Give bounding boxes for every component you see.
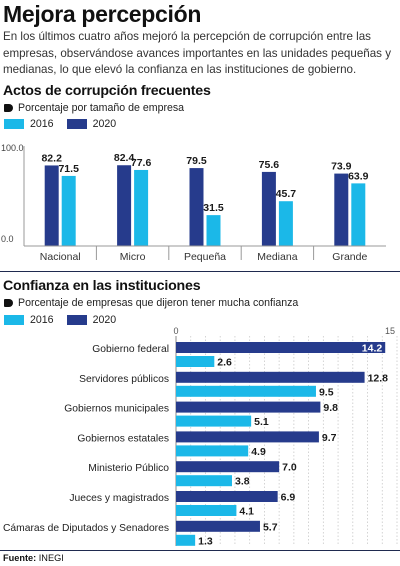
data-label-2016: 4.9 [251, 446, 266, 458]
bar-2020 [117, 165, 131, 246]
chart1-legend: 2016 2020 [4, 118, 129, 130]
category-label: Micro [120, 251, 146, 263]
bar-2020 [334, 174, 348, 246]
data-label-2016: 4.1 [239, 506, 254, 518]
chart1-title: Actos de corrupción frecuentes [3, 83, 211, 99]
data-label-2020: 5.7 [263, 521, 278, 533]
bar-2016 [176, 505, 236, 516]
data-label-2016: 5.1 [254, 416, 269, 428]
chart2-bar-chart: 0 15 Gobierno federal 14.2 2.6 Servidores púb… [0, 326, 400, 548]
data-label-2020: 14.2 [362, 343, 383, 355]
data-label-2016: 3.8 [235, 476, 250, 488]
bar-2020 [262, 172, 276, 246]
legend-label-2016: 2016 [30, 118, 54, 130]
data-label-2016: 63.9 [348, 170, 369, 182]
bar-2020 [176, 342, 385, 353]
chart2-subtitle-text: Porcentaje de empresas que dijeron tener… [18, 297, 298, 309]
bar-2020 [176, 491, 278, 502]
legend-label-2020: 2020 [93, 314, 117, 326]
x-tick-label: 15 [385, 326, 395, 336]
bar-2016 [176, 386, 316, 397]
category-label: Grande [332, 251, 367, 263]
category-label: Cámaras de Diputados y Senadores [3, 523, 169, 534]
chart2-legend: 2016 2020 [4, 314, 129, 326]
y-tick-label: 0.0 [1, 234, 14, 244]
page-title: Mejora percepción [3, 1, 201, 28]
category-label: Jueces y magistrados [69, 493, 169, 504]
chart2-title: Confianza en las instituciones [3, 278, 200, 294]
bar-2020 [45, 165, 59, 246]
data-label-2020: 12.8 [368, 372, 389, 384]
legend-label-2020: 2020 [93, 118, 117, 130]
bar-2016 [62, 176, 76, 246]
bar-2020 [176, 521, 260, 532]
bar-2020 [176, 372, 365, 383]
data-label-2020: 7.0 [282, 462, 297, 474]
data-label-2016: 1.3 [198, 535, 213, 547]
source-note: Fuente: INEGI [3, 553, 64, 563]
data-label-2020: 9.8 [323, 402, 338, 414]
source-value: INEGI [39, 553, 64, 563]
data-label-2016: 71.5 [58, 163, 79, 175]
chart2-subtitle: Porcentaje de empresas que dijeron tener… [3, 297, 298, 309]
data-label-2020: 79.5 [186, 155, 207, 167]
category-label: Ministerio Público [88, 463, 169, 474]
category-label: Servidores públicos [79, 374, 169, 385]
category-label: Gobierno federal [92, 344, 169, 355]
bar-2016 [176, 416, 251, 427]
chart1-bar-chart: 100.00.082.271.5Nacional82.477.6Micro79.… [0, 134, 400, 269]
x-tick-label: 0 [173, 326, 178, 336]
subtitle-marker-icon [4, 299, 13, 307]
data-label-2020: 9.7 [322, 432, 337, 444]
data-label-2020: 6.9 [281, 492, 296, 504]
data-label-2016: 31.5 [203, 202, 224, 214]
bar-2020 [176, 461, 279, 472]
bar-2016 [279, 201, 293, 246]
category-label: Pequeña [184, 251, 226, 263]
section-divider [0, 271, 400, 272]
bar-2016 [176, 535, 195, 546]
subtitle-marker-icon [4, 104, 13, 112]
bar-2020 [190, 168, 204, 246]
legend-swatch-2016 [4, 119, 24, 129]
data-label-2016: 2.6 [217, 357, 232, 369]
footer-divider [0, 550, 400, 551]
legend-swatch-2020 [67, 119, 87, 129]
legend-label-2016: 2016 [30, 314, 54, 326]
y-tick-label: 100.0 [1, 143, 24, 153]
data-label-2016: 45.7 [276, 188, 297, 200]
bar-2016 [351, 183, 365, 246]
category-label: Gobiernos estatales [77, 433, 169, 444]
legend-swatch-2016 [4, 315, 24, 325]
source-label: Fuente: [3, 553, 36, 563]
data-label-2016: 77.6 [131, 157, 152, 169]
category-label: Gobiernos municipales [64, 404, 169, 415]
legend-swatch-2020 [67, 315, 87, 325]
data-label-2020: 75.6 [259, 159, 280, 171]
bar-2020 [176, 402, 320, 413]
chart1-subtitle: Porcentaje por tamaño de empresa [3, 102, 184, 114]
bar-2016 [176, 356, 214, 367]
bar-2020 [176, 431, 319, 442]
bar-2016 [176, 445, 248, 456]
chart1-subtitle-text: Porcentaje por tamaño de empresa [18, 102, 184, 114]
bar-2016 [134, 170, 148, 246]
intro-text: En los últimos cuatro años mejoró la per… [3, 29, 397, 79]
bar-2016 [176, 475, 232, 486]
category-label: Mediana [257, 251, 297, 263]
data-label-2016: 9.5 [319, 386, 334, 398]
bar-2016 [207, 215, 221, 246]
category-label: Nacional [40, 251, 81, 263]
